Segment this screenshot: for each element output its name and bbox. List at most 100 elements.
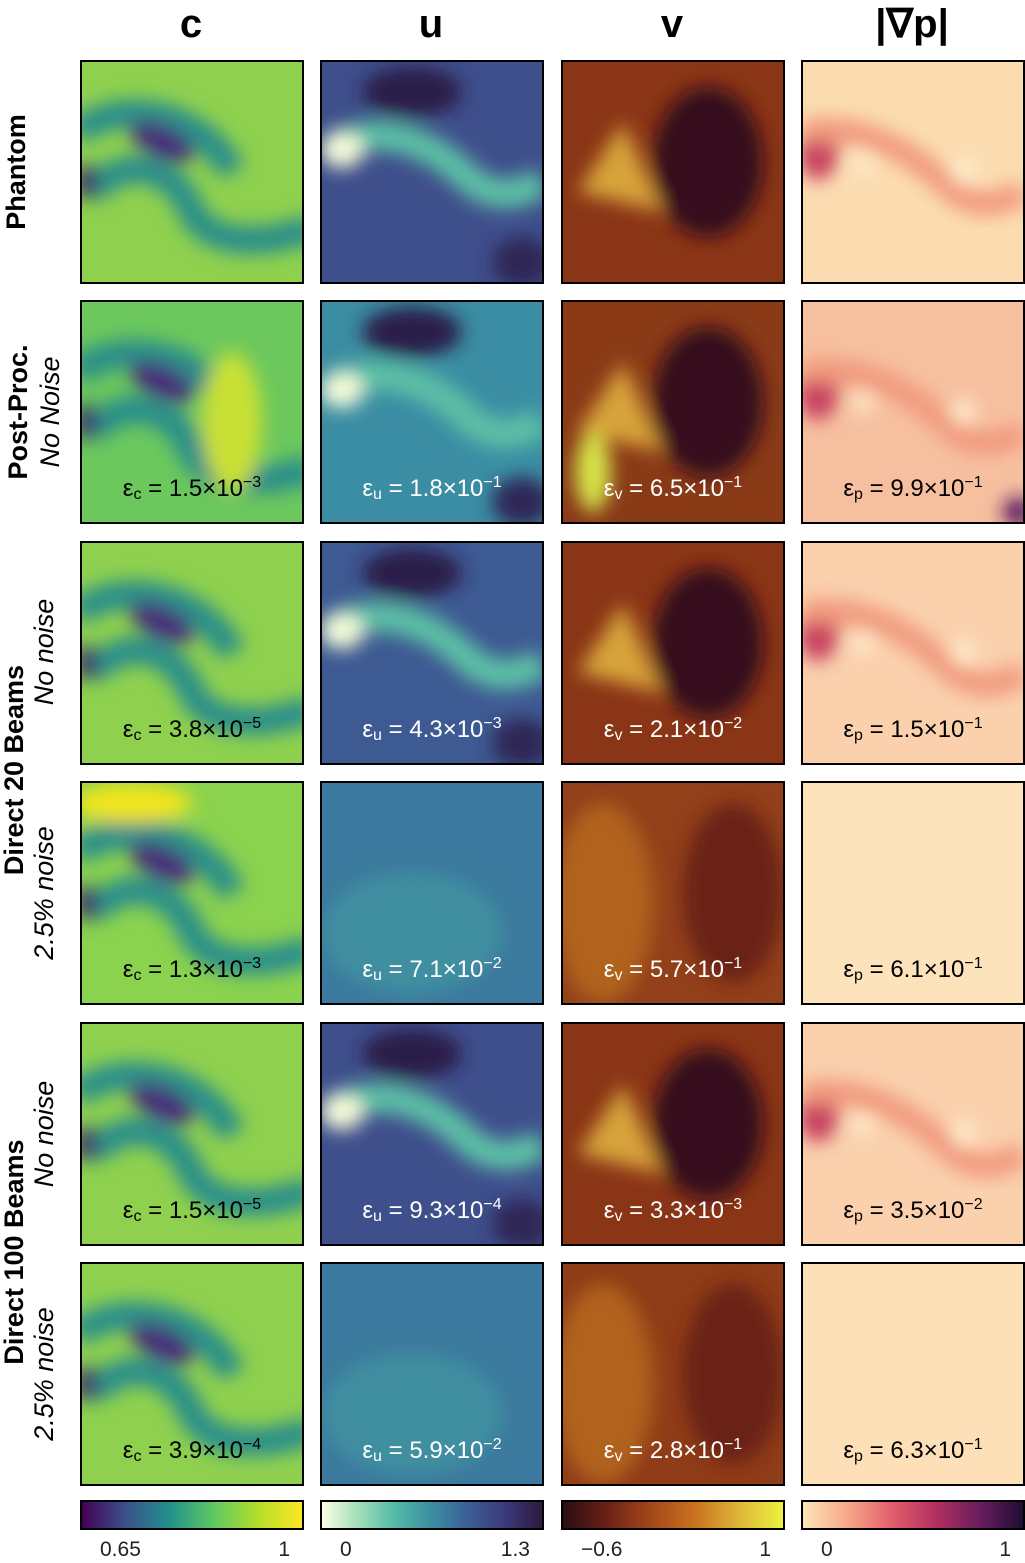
error-label: εc = 1.5×10−5 xyxy=(122,1196,262,1225)
field-panel-u xyxy=(320,60,544,284)
error-exponent: −3 xyxy=(242,474,262,491)
error-subscript: c xyxy=(133,486,142,503)
error-subscript: v xyxy=(614,727,623,744)
error-exponent: −5 xyxy=(242,1196,262,1213)
error-symbol: ε xyxy=(362,1437,374,1464)
field-panel-gradp xyxy=(801,60,1025,284)
error-exponent: −1 xyxy=(723,474,743,491)
error-mantissa: 3.5 xyxy=(890,1197,924,1224)
column-title-gradp: |∇p| xyxy=(875,2,949,46)
error-label: εv = 6.5×10−1 xyxy=(603,474,743,503)
error-label: εp = 6.3×10−1 xyxy=(843,1436,983,1465)
error-exponent: −3 xyxy=(723,1196,743,1213)
error-label: εu = 5.9×10−2 xyxy=(362,1436,502,1465)
error-exponent: −1 xyxy=(964,715,983,732)
field-panel-c: εc = 1.5×10−5 xyxy=(80,1022,304,1246)
column-title-v: v xyxy=(660,2,684,46)
error-exponent: −1 xyxy=(964,474,983,491)
row-label-condition: 2.5% noise xyxy=(29,1307,59,1441)
error-subscript: p xyxy=(854,1448,863,1465)
error-exponent: −2 xyxy=(483,955,502,972)
field-panel-gradp: εp = 3.5×10−2 xyxy=(801,1022,1025,1246)
error-exponent: −3 xyxy=(483,715,502,732)
error-symbol: ε xyxy=(843,1197,855,1224)
colorbar-gradp xyxy=(801,1500,1025,1530)
error-label: εp = 1.5×10−1 xyxy=(843,715,983,744)
error-label: εu = 1.8×10−1 xyxy=(362,474,502,503)
error-symbol: ε xyxy=(603,716,615,743)
error-mantissa: 7.1 xyxy=(409,956,443,983)
error-symbol: ε xyxy=(362,956,374,983)
error-label: εc = 1.3×10−3 xyxy=(122,955,262,984)
error-mantissa: 5.7 xyxy=(649,956,684,983)
error-exponent: −2 xyxy=(483,1436,502,1453)
column-title-c: c xyxy=(179,2,203,46)
error-exponent: −1 xyxy=(964,955,983,972)
colorbar-u xyxy=(320,1500,544,1530)
field-panel-v: εv = 2.1×10−2 xyxy=(561,541,785,765)
error-symbol: ε xyxy=(122,1197,134,1224)
error-symbol: ε xyxy=(122,716,134,743)
field-panel-u: εu = 5.9×10−2 xyxy=(320,1262,544,1486)
error-subscript: c xyxy=(133,1208,142,1225)
field-panel-u: εu = 1.8×10−1 xyxy=(320,300,544,524)
error-subscript: v xyxy=(614,967,623,984)
field-panel-gradp: εp = 9.9×10−1 xyxy=(801,300,1025,524)
error-symbol: ε xyxy=(603,475,615,502)
row-label-condition: No Noise xyxy=(35,356,65,468)
field-panel-v: εv = 2.8×10−1 xyxy=(561,1262,785,1486)
row-label-condition: 2.5% noise xyxy=(29,826,59,960)
error-symbol: ε xyxy=(362,475,374,502)
field-panel-c: εc = 3.8×10−5 xyxy=(80,541,304,765)
error-mantissa: 1.5 xyxy=(168,1197,203,1224)
error-mantissa: 1.8 xyxy=(409,475,443,502)
error-label: εc = 3.9×10−4 xyxy=(122,1436,262,1465)
field-panel-v xyxy=(561,60,785,284)
error-mantissa: 3.3 xyxy=(649,1197,684,1224)
field-background xyxy=(803,783,1023,1003)
error-symbol: ε xyxy=(843,956,855,983)
error-label: εp = 3.5×10−2 xyxy=(843,1196,983,1225)
field-panel-c xyxy=(80,60,304,284)
field-panel-c: εc = 1.3×10−3 xyxy=(80,781,304,1005)
error-subscript: c xyxy=(133,1448,142,1465)
error-subscript: u xyxy=(373,486,382,503)
error-mantissa: 3.9 xyxy=(168,1437,203,1464)
error-label: εu = 7.1×10−2 xyxy=(362,955,502,984)
error-exponent: −2 xyxy=(723,715,743,732)
error-mantissa: 2.1 xyxy=(649,716,684,743)
error-subscript: u xyxy=(373,1448,382,1465)
error-subscript: c xyxy=(133,967,142,984)
error-symbol: ε xyxy=(362,716,374,743)
error-exponent: −1 xyxy=(964,1436,983,1453)
error-exponent: −1 xyxy=(723,1436,743,1453)
colorbar-tick-label: 0 xyxy=(340,1538,352,1561)
error-mantissa: 1.5 xyxy=(890,716,924,743)
error-symbol: ε xyxy=(603,1197,615,1224)
colorbar-tick-label: 0 xyxy=(821,1538,833,1561)
field-panel-v: εv = 6.5×10−1 xyxy=(561,300,785,524)
colorbar-c xyxy=(80,1500,304,1530)
field-panel-c: εc = 1.5×10−3 xyxy=(80,300,304,524)
error-symbol: ε xyxy=(603,956,615,983)
error-subscript: v xyxy=(614,486,623,503)
field-panel-c: εc = 3.9×10−4 xyxy=(80,1262,304,1486)
error-label: εv = 5.7×10−1 xyxy=(603,955,743,984)
error-subscript: u xyxy=(373,727,382,744)
colorbar-v xyxy=(561,1500,785,1530)
error-label: εu = 4.3×10−3 xyxy=(362,715,502,744)
colorbar-tick-label: −0.6 xyxy=(581,1538,623,1561)
error-mantissa: 4.3 xyxy=(409,716,443,743)
error-mantissa: 9.9 xyxy=(890,475,924,502)
colorbar-tick-label: 1 xyxy=(759,1538,771,1561)
error-subscript: p xyxy=(854,967,863,984)
error-label: εp = 9.9×10−1 xyxy=(843,474,983,503)
error-mantissa: 6.1 xyxy=(890,956,924,983)
colorbar-tick-label: 1 xyxy=(278,1538,290,1561)
error-exponent: −2 xyxy=(964,1196,983,1213)
field-panel-u: εu = 9.3×10−4 xyxy=(320,1022,544,1246)
colorbar-tick-label: 1.3 xyxy=(500,1538,530,1561)
error-symbol: ε xyxy=(122,956,134,983)
field-background xyxy=(803,1264,1023,1484)
